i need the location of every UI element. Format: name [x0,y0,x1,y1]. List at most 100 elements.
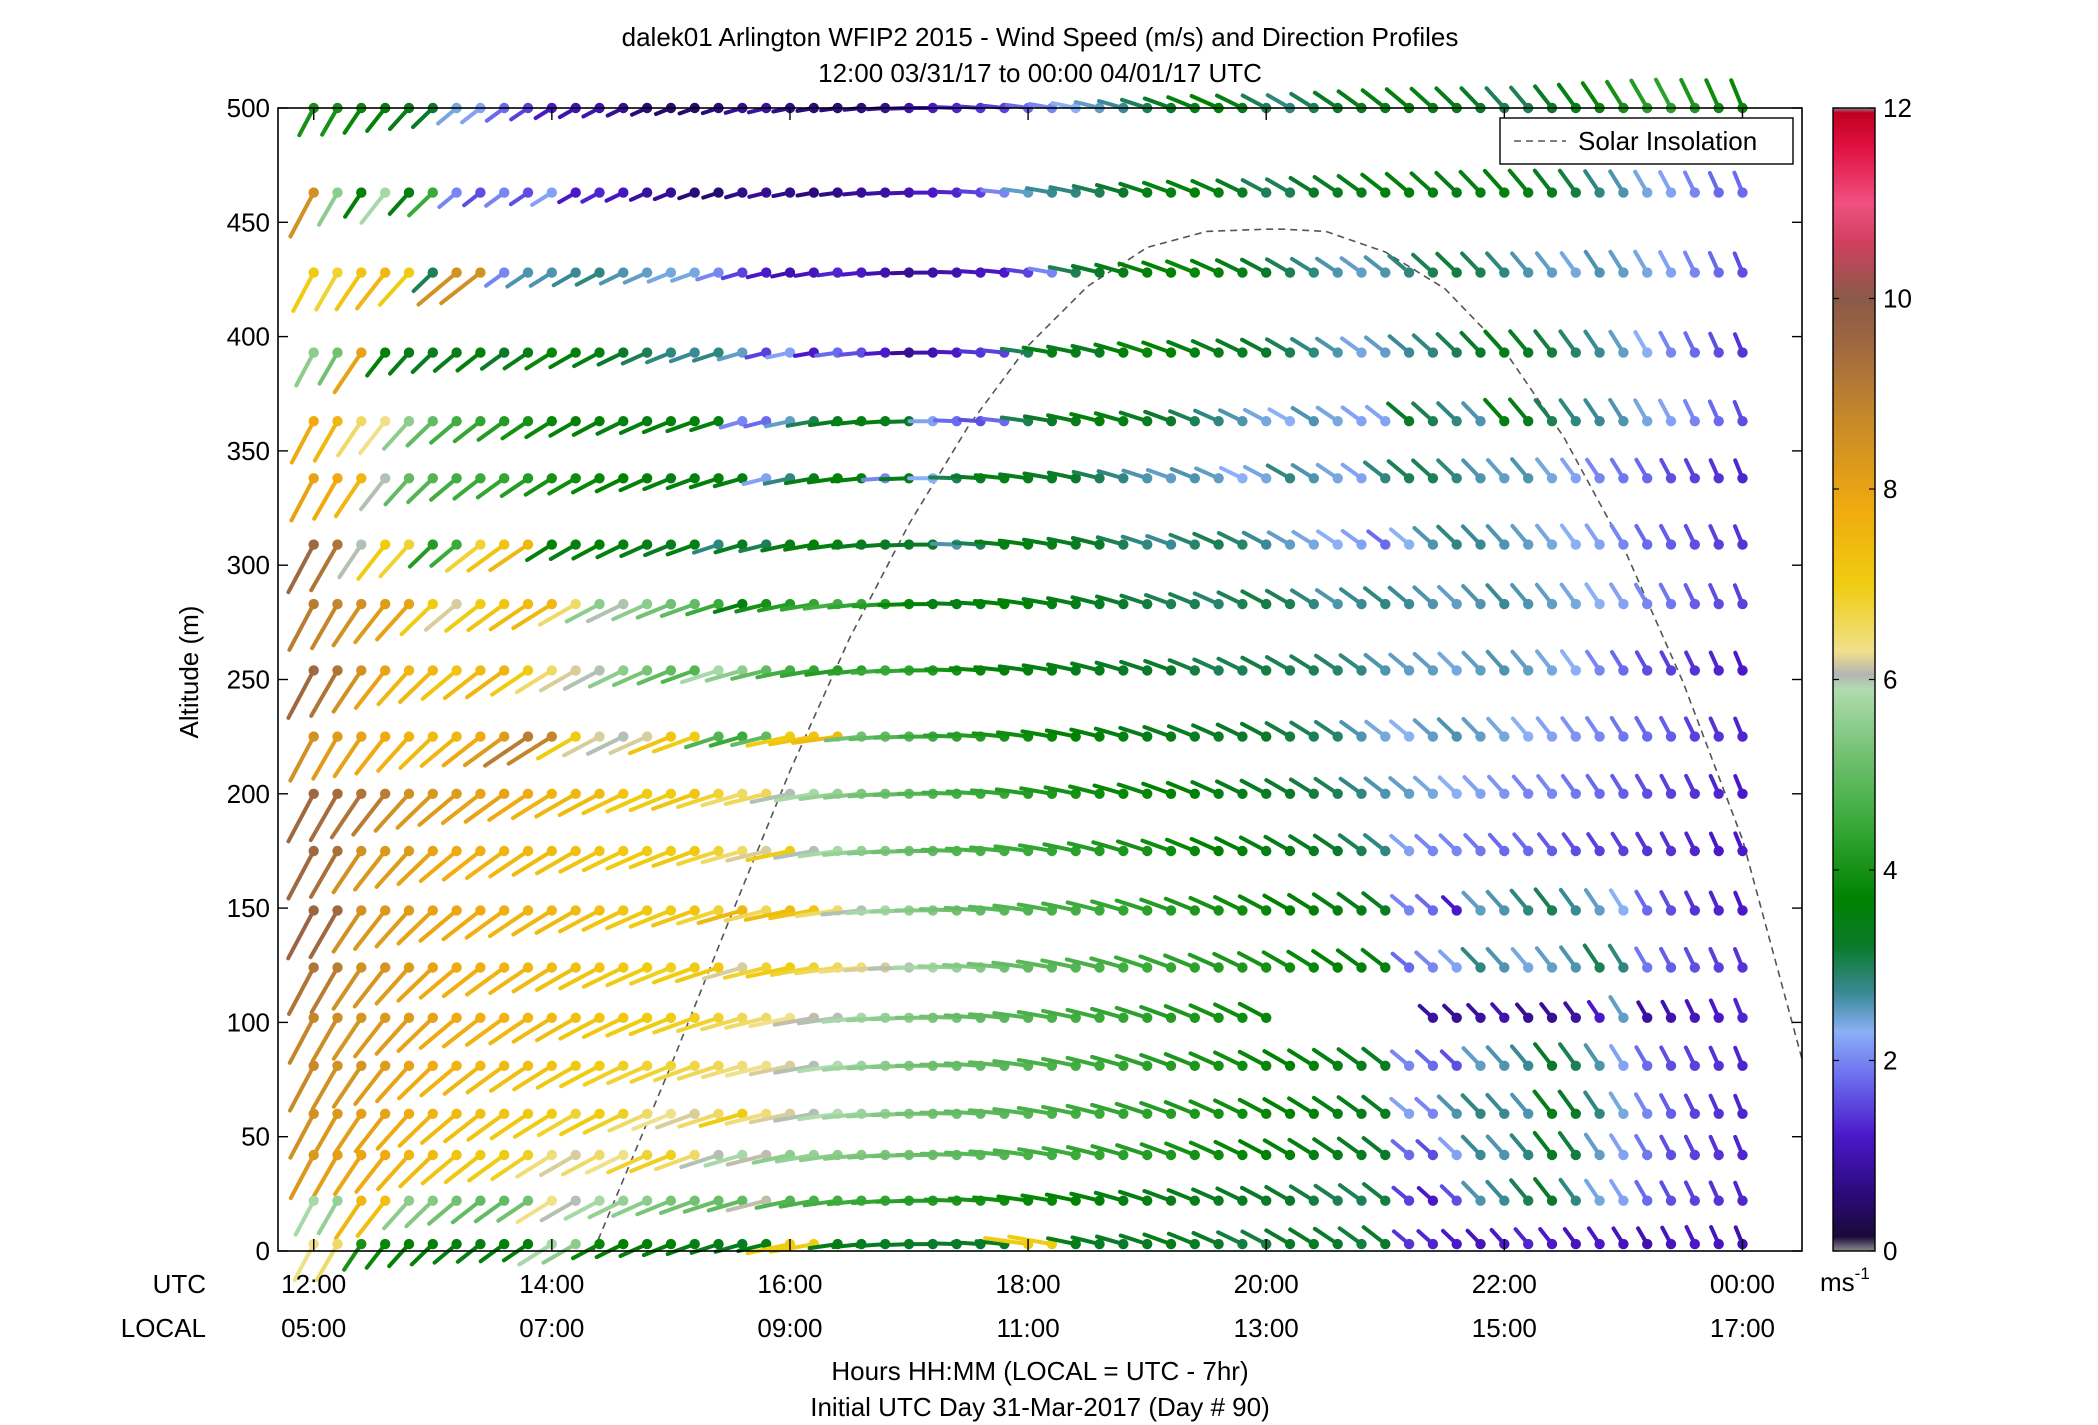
wind-barb-dot [1570,598,1582,610]
wind-barb-dot [665,1149,677,1161]
wind-barb-shaft [557,791,602,817]
wind-barb-dot [499,1195,510,1206]
wind-barb-shaft [992,1011,1031,1020]
wind-barb-shaft [611,1198,650,1218]
wind-barb-dot [1451,1149,1462,1161]
wind-barb-shaft [289,419,316,465]
wind-barb-shaft [311,734,340,781]
wind-barb-shaft [423,602,459,632]
wind-barb-shaft [310,1063,340,1111]
wind-barb-dot [1642,187,1653,198]
wind-barb-dot [1665,267,1677,278]
wind-barb-dot [403,187,415,198]
wind-barb-shaft [488,965,530,995]
wind-barb-dot [641,962,653,973]
wind-barb-dot [618,905,629,916]
wind-barb-dot [1165,905,1177,916]
wind-barb-dot [1213,347,1224,358]
wind-barb-dot [1427,416,1439,427]
wind-barb-dot [1118,347,1129,358]
wind-barb-dot [308,905,319,916]
wind-barb-dot [1665,473,1677,484]
wind-barb-dot [1689,473,1701,484]
wind-barb-dot [1737,187,1748,198]
wind-barb-shaft [310,602,340,651]
wind-barb-dot [1356,539,1367,550]
wind-barb-shaft [329,791,364,840]
wind-barb-dot [1308,473,1320,484]
wind-barb-dot [1689,539,1701,550]
wind-barb-dot [689,473,700,484]
wind-barb-shaft [745,965,792,979]
wind-barb-shaft [374,1015,411,1056]
wind-barb-dot [1165,1149,1177,1161]
wind-barb-dot [1451,1238,1462,1250]
wind-barb-shaft [358,419,388,456]
wind-barb-dot [1594,665,1605,676]
wind-barb-dot [475,788,486,799]
wind-barb-dot [1642,1149,1653,1161]
wind-barb-dot [1070,665,1081,676]
wind-barb-dot [713,1108,724,1120]
wind-barb-shaft [1041,1008,1078,1020]
wind-barb-dot [1451,473,1462,484]
wind-barb-dot [380,788,391,799]
wind-barb-dot [713,731,724,742]
wind-barb-dot [1523,1012,1534,1023]
wind-barb-dot [475,1195,486,1206]
wind-barb-dot [499,962,510,973]
wind-barb-dot [618,962,629,973]
wind-barb-dot [1523,1108,1534,1120]
wind-barb-shaft [310,1015,340,1064]
wind-barb-dot [1356,267,1367,278]
wind-barb-dot [1308,905,1320,916]
wind-barb-shaft [558,908,602,934]
wind-barb-dot [1308,962,1320,973]
wind-barb-shaft [797,849,840,859]
wind-barb-dot [1570,845,1582,857]
wind-barb-dot [1499,1060,1510,1072]
wind-barb-dot [1570,1108,1582,1120]
wind-barb-dot [332,539,343,550]
wind-barb-dot [1284,1060,1296,1072]
wind-barb-dot [1618,788,1629,799]
wind-barb-dot [1213,473,1224,484]
wind-barb-dot [451,845,462,857]
wind-barb-shaft [653,1063,697,1083]
colorbar: 0 2 4 6 8 10 12 ms-1 [1820,93,1912,1297]
wind-barb-dot [1713,1149,1724,1161]
wind-barb-dot [618,187,629,198]
wind-barb-dot [1403,962,1415,973]
wind-barb-shaft [773,1063,816,1075]
wind-barb-shaft [452,476,483,501]
wind-barb-dot [665,347,677,358]
wind-barb-dot [880,347,891,358]
wind-barb-dot [1142,1108,1153,1120]
wind-barb-dot [522,539,534,550]
wind-barb-dot [380,539,391,550]
wind-barb-dot [1070,416,1081,427]
wind-barb-shaft [706,1198,745,1213]
wind-barb-dot [380,1012,391,1023]
wind-barb-shaft [464,908,507,940]
wind-barb-dot [427,1060,438,1072]
wind-barb-dot [1570,187,1582,198]
wind-barb-shaft [967,1060,1007,1068]
wind-barb-shaft [968,1149,1007,1157]
wind-barb-dot [1380,1195,1391,1206]
wind-barb-dot [594,1195,605,1206]
wind-barb-shaft [317,190,340,227]
wind-barb-shaft [684,734,721,750]
wind-barb-shaft [378,542,411,579]
wind-barb-dot [332,1195,343,1206]
wind-barb-dot [570,187,581,198]
wind-barb-dot [499,1238,510,1250]
wind-barb-dot [689,665,700,676]
wind-barb-dot [1618,731,1629,742]
wind-barb-shaft [722,965,769,980]
wind-barb-dot [1594,1108,1605,1120]
wind-barb-dot [1165,1108,1177,1120]
wind-barb-dot [499,347,510,358]
wind-barb-shaft [1138,954,1173,970]
wind-barb-shaft [629,1153,673,1174]
